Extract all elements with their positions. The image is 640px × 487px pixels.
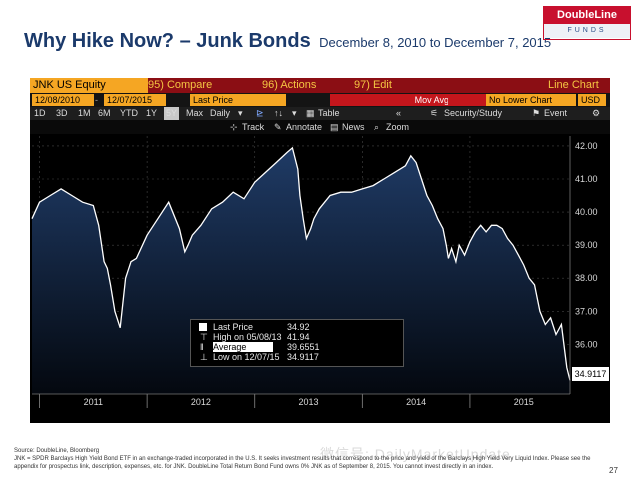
- y-tick-label: 42.00: [575, 141, 598, 151]
- bar-chart-icon[interactable]: ↑↓: [274, 108, 283, 118]
- event-button[interactable]: Event: [544, 108, 568, 118]
- currency-select[interactable]: USD: [578, 94, 606, 106]
- price-area: [32, 147, 570, 394]
- y-tick-label: 39.00: [575, 240, 598, 250]
- legend-label: High on 05/08/13: [213, 332, 282, 342]
- y-tick-label: 40.00: [575, 207, 598, 217]
- legend-swatch: [199, 323, 207, 331]
- end-date-field[interactable]: 12/07/2015: [104, 94, 166, 106]
- date-dash: -: [95, 95, 98, 105]
- chevron-down-icon[interactable]: ▾: [238, 108, 243, 118]
- price-line: [31, 146, 571, 381]
- x-tick-label: 2015: [514, 397, 534, 407]
- zoom-icon: ⌕: [374, 122, 380, 132]
- flag-icon: ⚑: [532, 108, 541, 118]
- watermark: 微信号: DailyMarketUpdate: [320, 446, 511, 462]
- mov-avg-input[interactable]: [448, 94, 488, 106]
- legend-label: Average: [213, 342, 273, 352]
- start-date-field[interactable]: 12/08/2010: [32, 94, 94, 106]
- legend-value: 41.94: [287, 332, 310, 342]
- period-1m[interactable]: 1M: [78, 108, 91, 118]
- frequency-select[interactable]: Daily: [210, 108, 231, 118]
- lower-chart-select[interactable]: No Lower Chart: [486, 94, 576, 106]
- average-marker-icon: ‖: [200, 342, 204, 352]
- price-chart[interactable]: 36.00 37.00 38.00 39.00 40.00 41.00 42.00 2011 2…: [30, 134, 610, 423]
- annotate-button[interactable]: Annotate: [286, 122, 323, 132]
- chevron-down-icon[interactable]: ▾: [292, 108, 297, 118]
- slide-title-group: Why Hike Now? – Junk Bonds December 8, 2…: [24, 30, 551, 53]
- security-study-button[interactable]: Security/Study: [444, 108, 503, 118]
- edit-menu[interactable]: 97) Edit: [354, 79, 392, 91]
- low-marker-icon: ⊥: [200, 352, 208, 362]
- source-note: Source: DoubleLine, Bloomberg JNK = SPDR…: [14, 447, 610, 471]
- actions-menu[interactable]: 96) Actions: [262, 79, 317, 91]
- mov-avg-field[interactable]: Mov Avg: [330, 94, 452, 106]
- news-icon: ▤: [330, 122, 339, 132]
- legend-label: Low on 12/07/15: [213, 352, 280, 362]
- source-line: Source: DoubleLine, Bloomberg: [14, 448, 100, 454]
- y-tick-label: 41.00: [575, 174, 598, 184]
- legend-label: Last Price: [213, 322, 254, 332]
- high-marker-icon: ⊤: [200, 332, 208, 342]
- page-number: 27: [609, 466, 618, 475]
- pencil-icon: ✎: [274, 122, 282, 132]
- x-tick-label: 2014: [406, 397, 426, 407]
- ticker-field[interactable]: JNK US Equity: [30, 78, 148, 93]
- zoom-button[interactable]: Zoom: [386, 122, 410, 132]
- y-tick-label: 37.00: [575, 306, 598, 316]
- crosshair-icon: ⊹: [230, 122, 238, 132]
- field-select[interactable]: Last Price: [190, 94, 286, 106]
- period-max[interactable]: Max: [186, 108, 204, 118]
- period-1d[interactable]: 1D: [34, 108, 46, 118]
- period-5y[interactable]: 5Y: [164, 107, 180, 120]
- logo-wordmark: DoubleLine: [544, 7, 630, 24]
- compare-menu[interactable]: 95) Compare: [148, 79, 213, 91]
- x-tick-label: 2012: [191, 397, 211, 407]
- terminal-menu-bar: JNK US Equity 95) Compare 96) Actions 97…: [30, 78, 610, 93]
- legend-value: 34.9117: [287, 352, 319, 362]
- last-price-tag: 34.9117: [572, 367, 609, 381]
- track-button[interactable]: Track: [242, 122, 265, 132]
- period-1y[interactable]: 1Y: [146, 108, 158, 118]
- chart-tools-bar: ⊹ Track ✎ Annotate ▤ News ⌕ Zoom: [30, 120, 610, 134]
- period-3d[interactable]: 3D: [56, 108, 68, 118]
- slide-title: Why Hike Now? – Junk Bonds: [24, 30, 311, 52]
- logo-funds: FUNDS: [544, 24, 630, 38]
- bloomberg-terminal: JNK US Equity 95) Compare 96) Actions 97…: [30, 78, 610, 423]
- table-toggle[interactable]: Table: [318, 108, 340, 118]
- gear-icon[interactable]: ⚙: [592, 108, 601, 118]
- news-button[interactable]: News: [342, 122, 365, 132]
- legend-value: 34.92: [287, 322, 310, 332]
- x-tick-label: 2013: [299, 397, 319, 407]
- legend-value: 39.6551: [287, 342, 320, 352]
- collapse-icon[interactable]: «: [396, 108, 402, 118]
- line-chart-icon[interactable]: ⊵: [256, 108, 264, 118]
- security-study-icon: ⚟: [430, 108, 439, 118]
- terminal-parameters-bar: 12/08/2010 - 12/07/2015 Last Price Mov A…: [30, 93, 610, 107]
- disclaimer-text: JNK = SPDR Barclays High Yield Bond ETF …: [14, 456, 591, 470]
- table-icon[interactable]: ▦: [306, 108, 315, 118]
- y-tick-label: 38.00: [575, 273, 598, 283]
- period-ytd[interactable]: YTD: [120, 108, 138, 118]
- y-tick-label: 36.00: [575, 339, 598, 349]
- line-chart-menu[interactable]: Line Chart: [548, 79, 599, 91]
- period-toolbar: 1D 3D 1M 6M YTD 1Y 5Y Max Daily ▾ ⊵ ↑↓ ▾…: [30, 107, 610, 120]
- x-tick-label: 2011: [84, 397, 103, 407]
- chart-legend: Last Price 34.92 ⊤ High on 05/08/13 41.9…: [190, 319, 404, 367]
- slide-subtitle: December 8, 2010 to December 7, 2015: [319, 35, 552, 50]
- doubleline-logo: DoubleLine FUNDS: [543, 6, 631, 40]
- period-6m[interactable]: 6M: [98, 108, 111, 118]
